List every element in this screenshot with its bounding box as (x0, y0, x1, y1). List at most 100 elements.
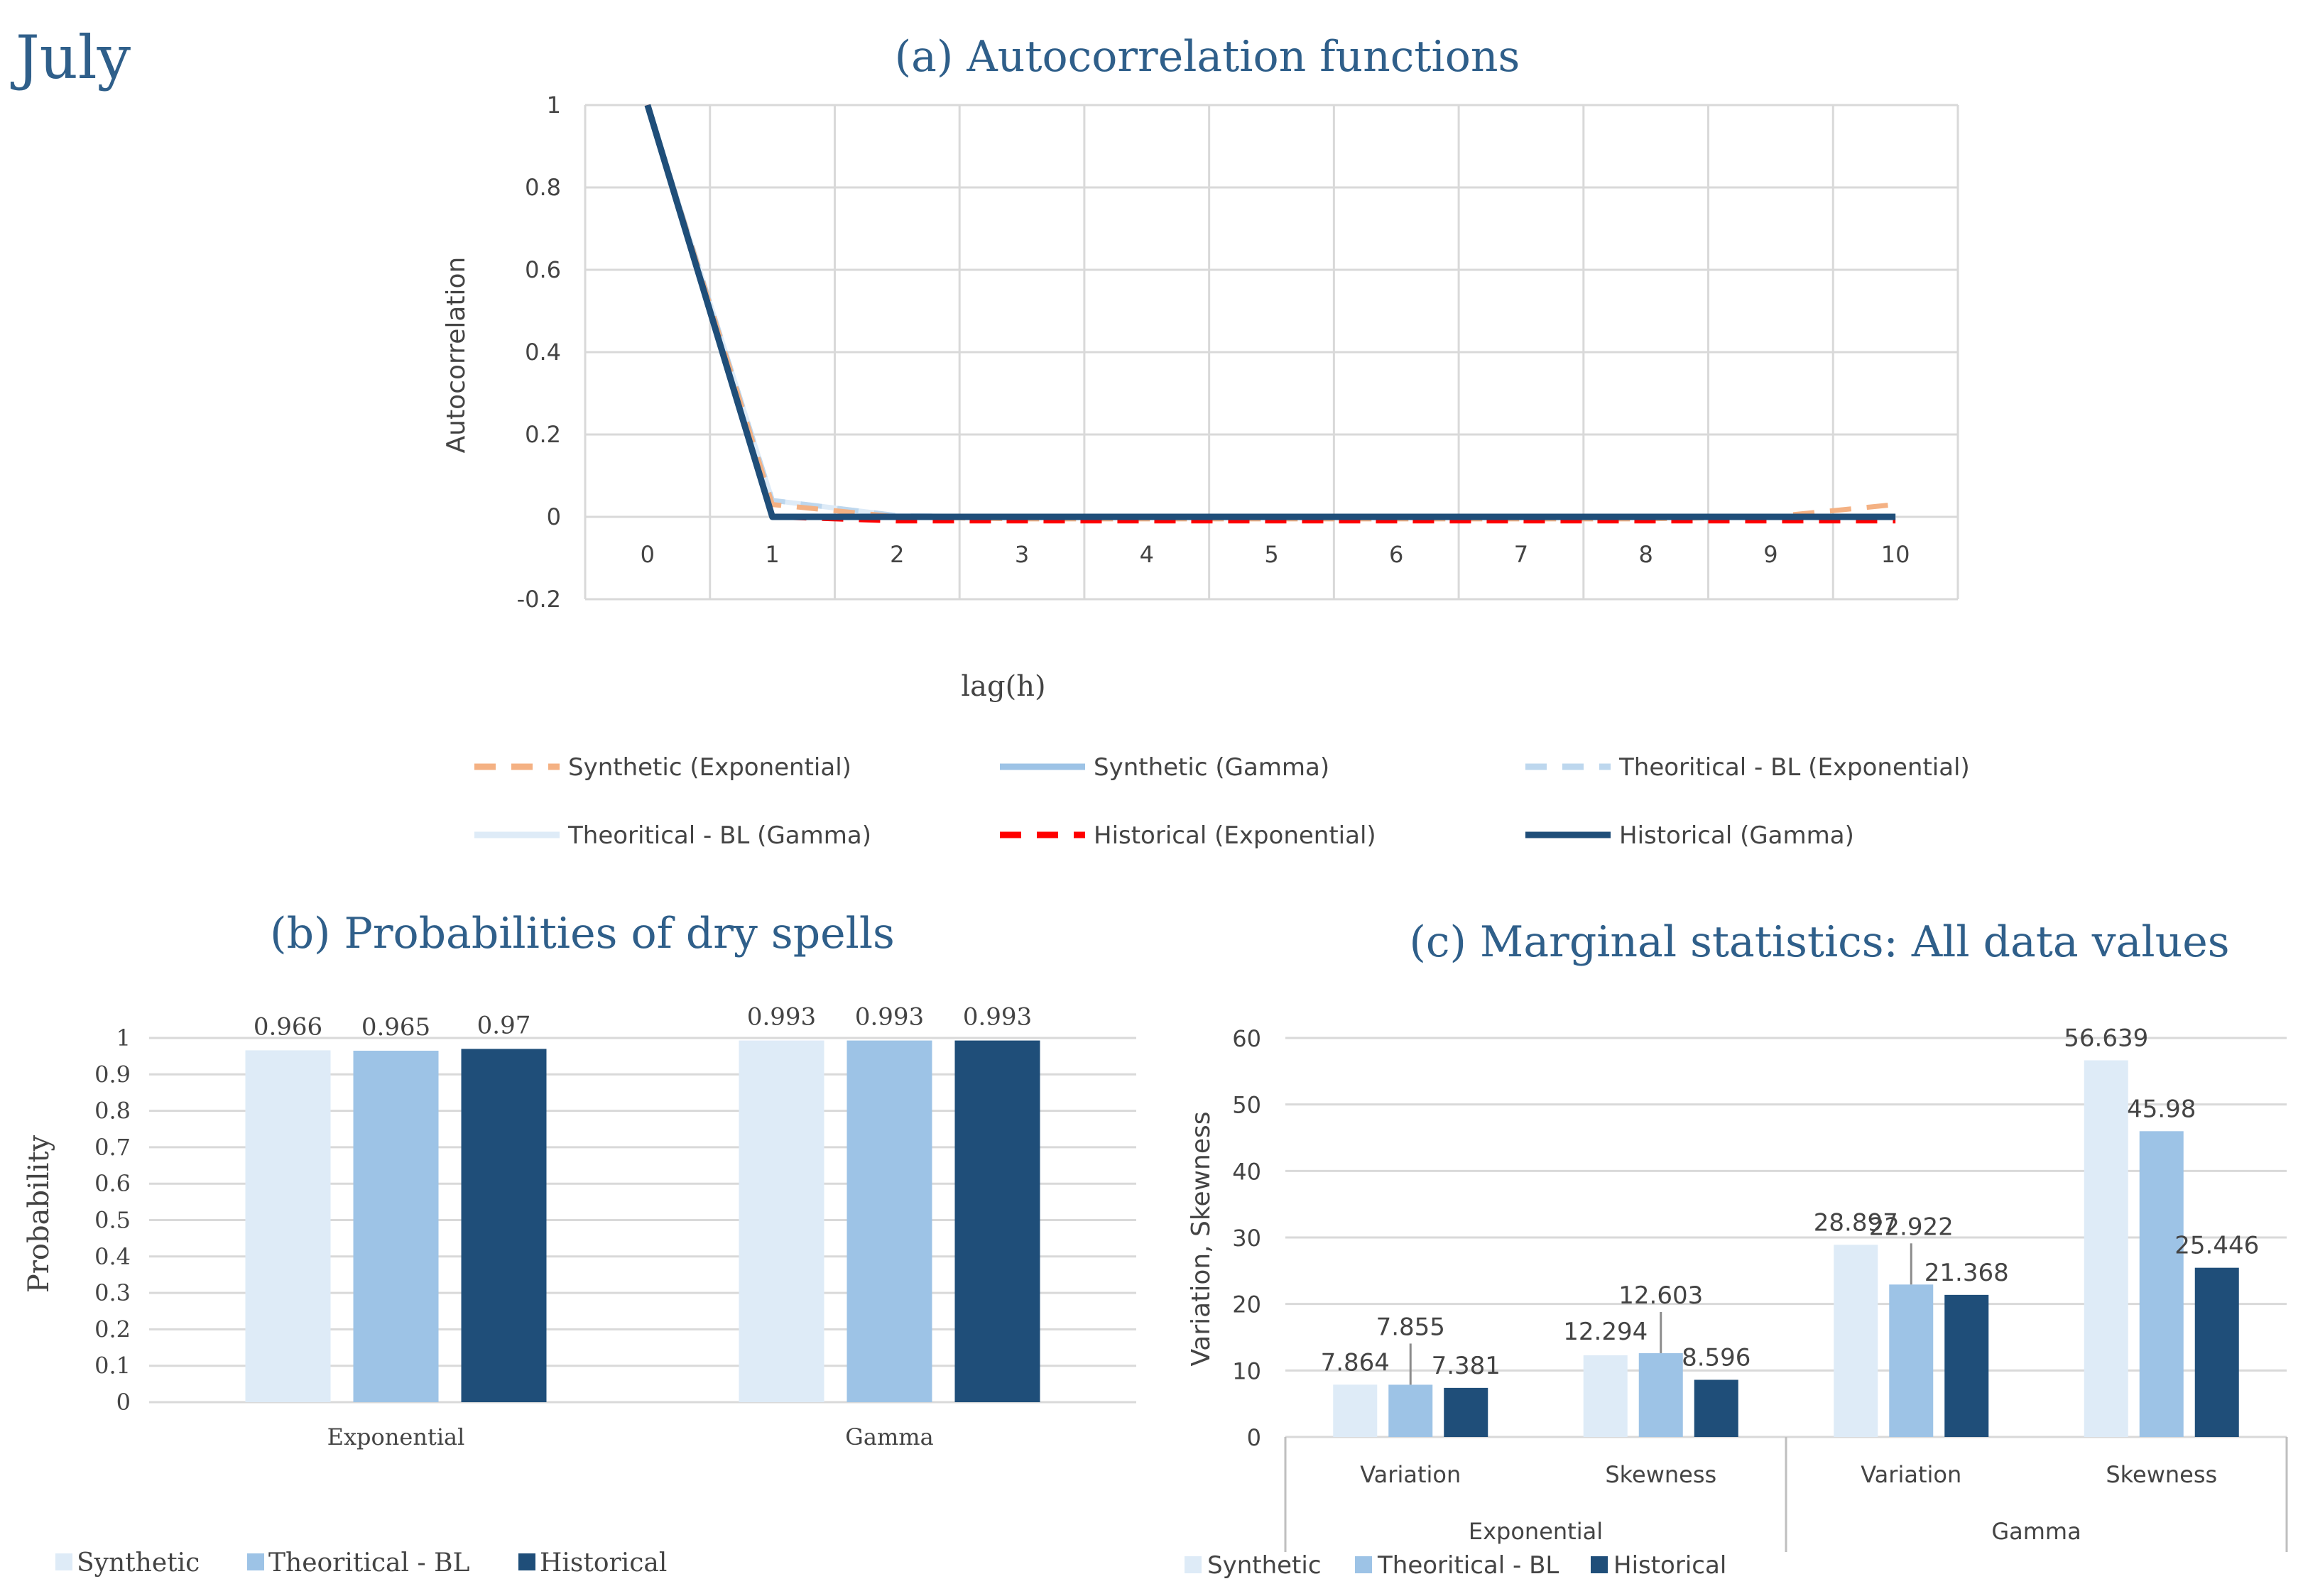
dry-y-tick: 0.7 (94, 1134, 131, 1161)
marg-title: (c) Marginal statistics: All data values (1409, 917, 2229, 967)
acf-y-tick: 0.8 (525, 174, 561, 201)
dry-y-tick: 0.4 (94, 1243, 131, 1270)
dry-title: (b) Probabilities of dry spells (270, 909, 895, 958)
marg-data-label: 12.294 (1563, 1318, 1648, 1346)
marg-category-label: Variation (1861, 1461, 1961, 1488)
marg-data-label: 7.855 (1376, 1313, 1445, 1341)
dry-legend-swatch (518, 1553, 535, 1570)
dry-y-tick: 0.6 (94, 1170, 131, 1197)
marg-legend-label: Historical (1613, 1551, 1726, 1580)
marg-bar (1944, 1294, 1989, 1437)
marg-legend: Synthetic Theoritical - BL Historical (1185, 1551, 1726, 1580)
marg-bar (1889, 1284, 1934, 1437)
marg-legend-swatch (1355, 1556, 1372, 1573)
marg-bar (1388, 1384, 1433, 1437)
marg-data-label: 25.446 (2174, 1232, 2259, 1260)
acf-series-line-4 (645, 104, 1896, 524)
acf-y-tick: 1 (547, 92, 561, 119)
marg-data-labels: 7.864 7.855 7.381 12.294 12.603 8.596 28.89722… (1321, 1024, 2260, 1379)
acf-y-axis-label: Autocorrelation (442, 257, 471, 454)
marginal-stats-chart: (c) Marginal statistics: All data values… (1185, 917, 2288, 1580)
dry-data-label: 0.966 (254, 1012, 322, 1041)
dry-y-axis-label: Probability (23, 1135, 55, 1293)
acf-x-tick: 4 (1140, 541, 1154, 568)
marg-bar (1444, 1387, 1488, 1437)
acf-x-ticks: 0 1 2 3 4 5 6 7 8 9 10 (641, 541, 1910, 568)
marg-legend-label: Theoritical - BL (1377, 1551, 1559, 1580)
acf-gridlines (584, 104, 1959, 601)
dry-category-labels: Exponential Gamma (327, 1423, 934, 1450)
marg-bar (1333, 1384, 1378, 1437)
acf-x-tick: 6 (1389, 541, 1403, 568)
marg-bar (1694, 1379, 1738, 1437)
dry-data-label: 0.993 (855, 1003, 924, 1032)
acf-legend-label: Synthetic (Gamma) (1094, 753, 1329, 782)
marg-legend-swatch (1185, 1556, 1202, 1573)
acf-x-tick: 1 (765, 541, 779, 568)
acf-x-tick: 9 (1763, 541, 1777, 568)
marg-y-tick: 60 (1232, 1025, 1261, 1052)
marg-y-tick: 50 (1232, 1092, 1261, 1119)
acf-x-axis-label: lag(h) (961, 670, 1045, 703)
acf-legend-label: Synthetic (Exponential) (568, 753, 851, 782)
acf-legend-label: Historical (Gamma) (1619, 821, 1854, 850)
dry-legend-label: Synthetic (77, 1548, 200, 1578)
acf-x-tick: 5 (1264, 541, 1278, 568)
dry-bar (846, 1040, 932, 1402)
marg-bar (1834, 1245, 1878, 1437)
dry-bars (245, 1040, 1040, 1402)
acf-legend-label: Theoritical - BL (Exponential) (1618, 753, 1970, 782)
dry-data-label: 0.97 (477, 1011, 531, 1039)
marg-data-label: 45.98 (2127, 1095, 2196, 1123)
marg-bar (2084, 1060, 2128, 1437)
marg-legend-label: Synthetic (1207, 1551, 1322, 1580)
marg-category-label: Skewness (2106, 1461, 2217, 1488)
marg-legend-swatch (1591, 1556, 1608, 1573)
acf-chart: (a) Autocorrelation functions 1 0.8 0.6 0.4… (442, 32, 1970, 850)
acf-x-tick: 10 (1881, 541, 1910, 568)
dry-category-label: Exponential (327, 1423, 465, 1450)
dry-legend-label: Theoritical - BL (268, 1548, 470, 1578)
marg-group-label: Gamma (1991, 1518, 2081, 1545)
marg-group-label: Exponential (1469, 1518, 1603, 1545)
dry-bar (461, 1049, 547, 1402)
dry-bar (353, 1050, 439, 1402)
acf-y-tick: 0.4 (525, 339, 561, 366)
dry-bar (245, 1050, 331, 1402)
dry-y-tick: 0.2 (94, 1316, 131, 1343)
acf-legend: Synthetic (Exponential) Synthetic (Gamma)… (474, 753, 1970, 850)
marg-data-label: 21.368 (1924, 1259, 2009, 1287)
marg-y-tick: 40 (1232, 1158, 1261, 1185)
dry-data-label: 0.993 (963, 1003, 1032, 1032)
dry-legend-label: Historical (540, 1548, 667, 1578)
acf-x-tick: 7 (1514, 541, 1528, 568)
marg-bar (1638, 1352, 1683, 1437)
marg-data-label: 22.922 (1869, 1213, 1954, 1241)
marg-data-label: 12.603 (1618, 1281, 1703, 1310)
acf-legend-label: Theoritical - BL (Gamma) (567, 821, 871, 850)
marg-category-label: Skewness (1605, 1461, 1716, 1488)
acf-title: (a) Autocorrelation functions (895, 32, 1520, 82)
acf-y-tick: 0 (547, 503, 561, 530)
month-label: July (10, 23, 131, 92)
marg-y-axis-label: Variation, Skewness (1187, 1111, 1216, 1366)
marg-y-tick: 10 (1232, 1357, 1261, 1384)
acf-y-tick: -0.2 (517, 586, 561, 613)
marg-data-label: 28.897 (1814, 1208, 1898, 1237)
marg-data-label: 7.864 (1321, 1348, 1390, 1377)
dry-y-tick: 1 (116, 1024, 131, 1051)
marg-y-ticks: 60 50 40 30 20 10 0 (1232, 1025, 1261, 1451)
acf-y-tick: 0.2 (525, 421, 561, 448)
dry-y-tick: 0.8 (94, 1098, 131, 1125)
acf-x-tick: 3 (1015, 541, 1029, 568)
marg-bar (2194, 1267, 2239, 1437)
dry-bar (954, 1040, 1040, 1402)
marg-data-label: 8.596 (1682, 1343, 1751, 1372)
dry-y-tick: 0.5 (94, 1207, 131, 1234)
marg-y-tick: 0 (1247, 1424, 1261, 1451)
acf-y-tick: 0.6 (525, 256, 561, 283)
dry-y-tick: 0.3 (94, 1279, 131, 1306)
dry-bar (739, 1040, 824, 1402)
marg-category-labels: Variation Skewness Variation Skewness Expone… (1284, 1437, 2288, 1552)
